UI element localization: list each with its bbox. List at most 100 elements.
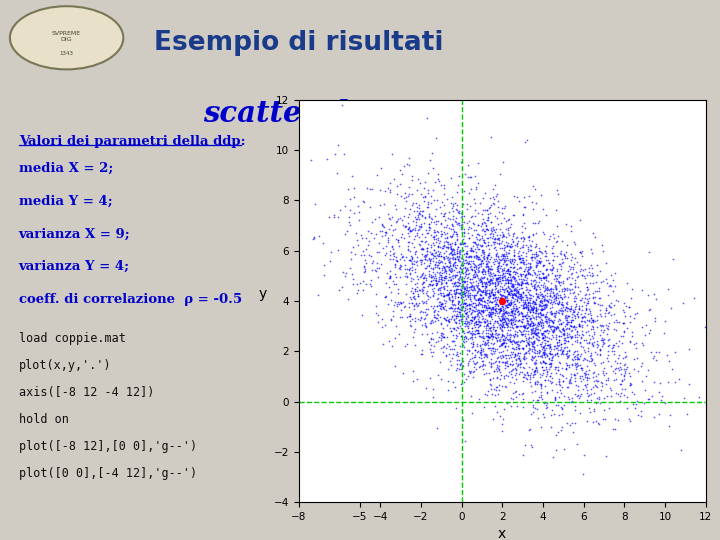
Point bbox=[492, 274, 503, 282]
Point bbox=[364, 251, 375, 259]
Point bbox=[521, 326, 532, 335]
Point bbox=[348, 192, 360, 201]
Point bbox=[447, 324, 459, 333]
Point bbox=[537, 273, 549, 282]
Point bbox=[570, 240, 581, 248]
Point bbox=[485, 275, 496, 284]
Point bbox=[482, 226, 493, 235]
Point bbox=[508, 309, 519, 318]
Point bbox=[309, 233, 320, 241]
Point bbox=[603, 334, 615, 343]
Point bbox=[356, 233, 367, 242]
Point bbox=[669, 377, 680, 386]
Point bbox=[496, 291, 508, 300]
Point bbox=[444, 304, 456, 313]
Point bbox=[567, 264, 578, 273]
Point bbox=[537, 268, 549, 277]
Point bbox=[541, 326, 552, 335]
Point bbox=[600, 379, 611, 388]
Point bbox=[505, 305, 517, 314]
Point bbox=[435, 275, 446, 284]
Point bbox=[471, 270, 482, 279]
Point bbox=[487, 305, 499, 313]
Point bbox=[469, 267, 480, 275]
Point bbox=[551, 380, 562, 388]
Point bbox=[341, 227, 353, 236]
Point bbox=[464, 201, 475, 210]
Point bbox=[541, 368, 553, 377]
Point bbox=[485, 348, 497, 357]
Point bbox=[503, 246, 514, 254]
Point bbox=[468, 238, 480, 246]
Point bbox=[438, 282, 449, 291]
Point bbox=[499, 272, 510, 280]
Point bbox=[482, 331, 494, 340]
Point bbox=[423, 338, 435, 346]
Point bbox=[414, 255, 426, 264]
Point bbox=[528, 329, 540, 338]
Point bbox=[624, 381, 636, 389]
Point bbox=[498, 313, 510, 322]
Point bbox=[470, 265, 482, 274]
Point bbox=[513, 316, 525, 325]
Point bbox=[507, 210, 518, 219]
Point bbox=[529, 299, 541, 307]
Point bbox=[510, 387, 521, 395]
Point bbox=[543, 359, 554, 368]
Point bbox=[522, 298, 534, 307]
Point bbox=[546, 302, 558, 311]
Point bbox=[490, 271, 501, 279]
Point bbox=[597, 321, 608, 330]
Point bbox=[451, 285, 462, 294]
Point bbox=[504, 222, 516, 231]
Point bbox=[618, 327, 630, 336]
Point bbox=[516, 293, 527, 302]
Point bbox=[449, 304, 461, 313]
Point bbox=[540, 316, 552, 325]
Point bbox=[472, 220, 484, 229]
Point bbox=[435, 278, 446, 286]
Point bbox=[531, 312, 542, 321]
Point bbox=[486, 272, 498, 281]
Point bbox=[431, 268, 443, 277]
Point bbox=[525, 326, 536, 334]
Point bbox=[454, 249, 465, 258]
Point bbox=[653, 348, 665, 356]
Point bbox=[462, 270, 474, 279]
Point bbox=[420, 226, 432, 235]
Point bbox=[521, 318, 533, 327]
Point bbox=[576, 330, 588, 339]
Point bbox=[534, 347, 545, 356]
Point bbox=[588, 323, 599, 332]
Point bbox=[456, 361, 468, 370]
Point bbox=[456, 312, 467, 320]
Point bbox=[377, 227, 388, 235]
Point bbox=[600, 369, 611, 377]
Point bbox=[558, 284, 570, 293]
Point bbox=[662, 285, 673, 293]
Point bbox=[520, 224, 531, 233]
Point bbox=[539, 339, 551, 348]
Point bbox=[574, 261, 585, 269]
Point bbox=[413, 226, 424, 234]
Point bbox=[387, 250, 399, 259]
Point bbox=[498, 315, 510, 323]
Point bbox=[471, 318, 482, 326]
Point bbox=[428, 218, 440, 226]
Point bbox=[371, 171, 382, 180]
Point bbox=[449, 323, 460, 332]
Point bbox=[534, 349, 545, 357]
Point bbox=[472, 264, 484, 272]
Point bbox=[446, 193, 458, 201]
Point bbox=[480, 361, 491, 369]
Point bbox=[536, 310, 547, 319]
Point bbox=[575, 249, 587, 258]
Point bbox=[444, 257, 456, 266]
Point bbox=[570, 381, 581, 389]
Point bbox=[617, 319, 629, 328]
Point bbox=[496, 255, 508, 264]
Point bbox=[503, 267, 514, 276]
Point bbox=[477, 336, 489, 345]
Point bbox=[407, 201, 418, 210]
Point bbox=[434, 298, 446, 306]
